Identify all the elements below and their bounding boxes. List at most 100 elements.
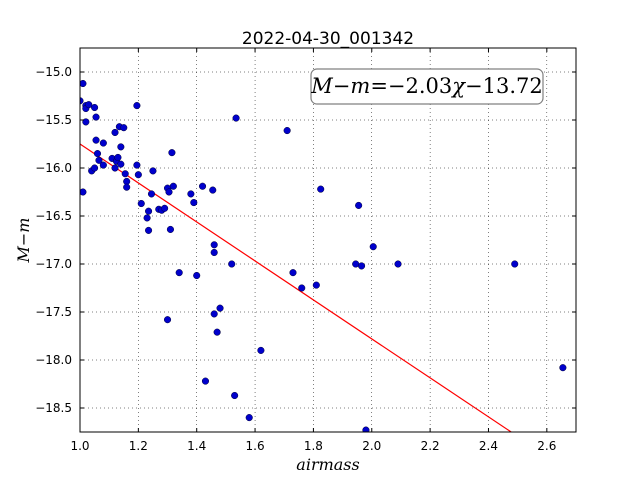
data-point	[149, 167, 157, 175]
x-tick-label: 2.0	[362, 439, 381, 453]
y-tick-label: −18.5	[35, 401, 72, 415]
chart-title: 2022-04-30_001342	[242, 29, 414, 49]
data-point	[147, 190, 156, 198]
fit-equation-part: −	[333, 74, 351, 98]
fit-equation-part: χ	[450, 74, 466, 98]
fit-line	[79, 143, 512, 433]
x-axis-label: airmass	[296, 455, 359, 474]
data-point	[161, 204, 169, 212]
data-point	[355, 201, 363, 209]
data-point	[245, 414, 253, 422]
y-tick-label: −15.5	[35, 113, 72, 127]
data-point	[99, 161, 107, 169]
axis-ticks	[79, 48, 576, 432]
fit-equation-part: −13.72	[465, 74, 543, 98]
x-tick-label: 1.6	[246, 439, 265, 453]
fit-equation-label: M−m=−2.03χ−13.72	[310, 74, 542, 98]
grid-lines	[79, 48, 576, 432]
y-tick-label: −15.0	[35, 65, 72, 79]
data-point	[511, 260, 519, 268]
data-point	[166, 225, 174, 233]
data-point	[201, 377, 210, 385]
data-point	[210, 241, 218, 249]
data-point	[213, 328, 221, 336]
x-tick-labels: 1.0 1.2 1.4 1.6 1.8 2.0 2.2 2.4 2.6	[70, 439, 556, 453]
data-point	[133, 161, 141, 169]
data-point	[114, 153, 122, 161]
data-point	[165, 188, 173, 196]
data-point	[117, 160, 125, 168]
data-point	[210, 310, 218, 318]
data-point	[95, 156, 103, 164]
plot-frame	[79, 47, 577, 433]
data-point	[80, 79, 87, 88]
data-point	[123, 183, 131, 191]
data-point	[283, 127, 291, 135]
y-tick-label: −17.5	[35, 305, 72, 319]
data-point	[145, 207, 153, 215]
y-tick-label: −16.5	[35, 209, 72, 223]
data-point	[121, 170, 129, 178]
data-point	[216, 304, 224, 312]
fit-line-group	[79, 143, 512, 433]
data-point	[175, 269, 183, 277]
x-tick-label: 1.0	[70, 439, 89, 453]
data-point	[257, 346, 265, 354]
data-point	[92, 113, 100, 121]
y-tick-label: −17.0	[35, 257, 72, 271]
data-point	[117, 143, 125, 151]
data-point	[559, 364, 567, 372]
data-point	[298, 284, 306, 292]
y-tick-label: −16.0	[35, 161, 72, 175]
x-tick-label: 2.2	[421, 439, 440, 453]
x-tick-label: 1.8	[304, 439, 323, 453]
data-point	[190, 199, 198, 207]
data-point	[120, 124, 128, 132]
fit-equation-part: =−2.03	[370, 74, 452, 98]
data-point	[362, 426, 370, 432]
data-point	[228, 260, 236, 268]
data-point	[209, 186, 217, 194]
data-point	[358, 262, 366, 270]
data-point	[394, 260, 402, 268]
data-point	[80, 97, 84, 105]
data-point	[210, 248, 218, 257]
data-point	[163, 316, 172, 324]
data-point	[91, 164, 99, 172]
data-point	[111, 164, 119, 172]
data-point	[137, 199, 145, 208]
data-point	[169, 182, 177, 190]
data-point	[187, 190, 195, 198]
data-point	[317, 185, 325, 193]
data-point	[91, 103, 99, 112]
fit-equation-part: m	[350, 74, 370, 98]
data-point	[231, 391, 239, 400]
data-point	[168, 149, 176, 157]
x-tick-label: 2.6	[537, 439, 556, 453]
y-tick-labels: −15.0 −15.5 −16.0 −16.5 −17.0 −17.5 −18.0 −18.5	[35, 65, 72, 415]
data-point	[143, 214, 151, 222]
data-point	[232, 114, 240, 122]
y-axis-label: M−m	[14, 218, 33, 264]
x-tick-label: 1.2	[129, 439, 148, 453]
data-point	[92, 136, 100, 144]
annotation-frame	[310, 68, 544, 105]
data-point	[133, 102, 141, 110]
y-tick-label: −18.0	[35, 353, 72, 367]
data-points	[80, 79, 567, 432]
data-point	[111, 128, 119, 137]
fit-equation-part: M	[310, 74, 333, 98]
data-point	[99, 139, 107, 147]
x-tick-label: 2.4	[479, 439, 498, 453]
data-point	[93, 150, 102, 158]
data-point	[85, 101, 93, 109]
data-point	[369, 243, 377, 251]
data-point	[289, 269, 297, 277]
data-point	[312, 281, 320, 289]
data-point	[145, 226, 153, 234]
data-point	[80, 188, 87, 196]
fit-equation-box: M−m=−2.03χ−13.72	[310, 68, 544, 105]
data-point	[134, 171, 142, 179]
x-tick-label: 1.4	[187, 439, 206, 453]
